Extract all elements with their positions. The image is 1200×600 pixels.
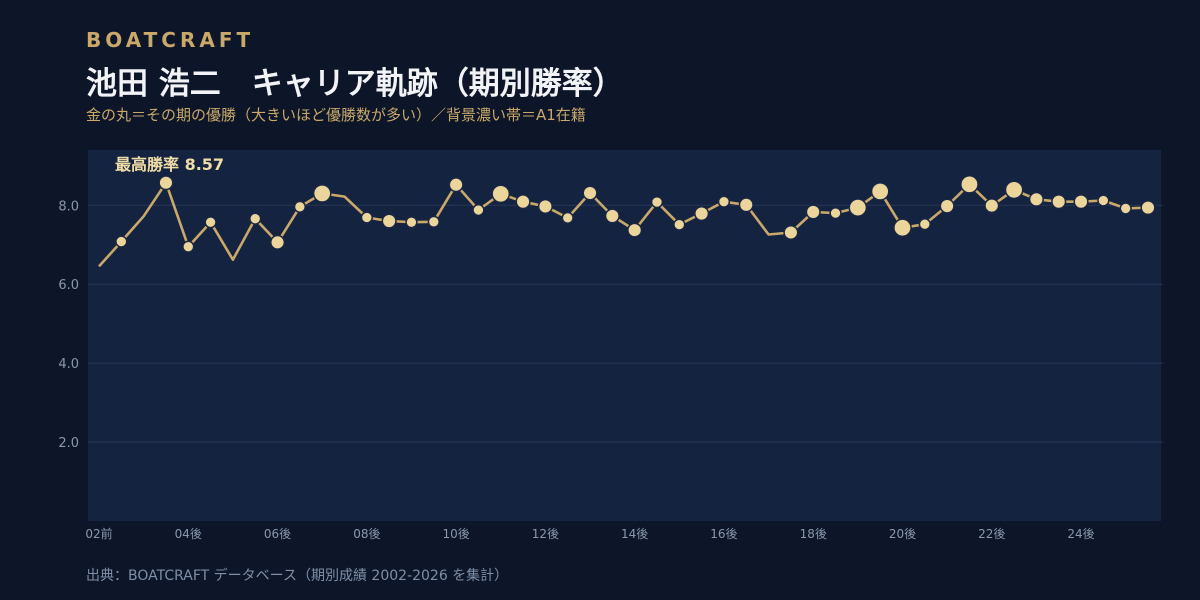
victory-marker (582, 185, 598, 201)
victory-marker (604, 208, 620, 224)
victory-marker (717, 195, 731, 208)
plot-area-band (88, 150, 1161, 521)
peak-annotation: 最高勝率 8.57 (115, 155, 224, 174)
victory-marker (960, 174, 979, 194)
y-tick-label: 4.0 (58, 357, 79, 372)
brand-label: BOATCRAFT (86, 28, 255, 52)
victory-marker (537, 198, 553, 214)
victory-marker (515, 194, 531, 210)
victory-marker (673, 218, 686, 231)
victory-marker (472, 203, 485, 217)
x-tick-label: 20後 (889, 527, 916, 541)
victory-marker (848, 198, 868, 217)
victory-marker (312, 184, 332, 203)
victory-marker (694, 205, 710, 222)
x-tick-label: 12後 (532, 527, 559, 541)
x-tick-label: 14後 (621, 527, 648, 541)
y-tick-label: 2.0 (58, 436, 79, 451)
victory-marker (360, 211, 373, 224)
victory-marker (1004, 180, 1024, 200)
victory-marker (249, 212, 262, 225)
victory-marker (1140, 200, 1156, 216)
victory-marker (939, 198, 955, 214)
win-markers (115, 174, 1156, 253)
victory-marker (427, 215, 440, 228)
victory-marker (984, 198, 1000, 214)
chart-title: 池田 浩二 キャリア軌跡（期別勝率） (86, 66, 624, 102)
victory-marker (158, 175, 174, 191)
victory-marker (918, 218, 931, 231)
victory-marker (293, 200, 307, 213)
y-tick-label: 6.0 (58, 278, 79, 293)
y-axis-ticks: 2.0 4.0 6.0 8.0 (58, 199, 79, 451)
x-tick-label: 24後 (1067, 527, 1094, 541)
victory-marker (805, 204, 821, 220)
x-tick-label: 18後 (800, 527, 827, 541)
source-note: 出典：BOATCRAFT データベース（期別成績 2002-2026 を集計） (86, 568, 509, 584)
x-axis-ticks: 02前 04後 06後 08後 10後 12後 14後 16後 18後 20後 22後 24後 (85, 526, 1094, 541)
victory-marker (738, 197, 754, 213)
victory-marker (893, 218, 912, 238)
victory-marker (1119, 202, 1132, 215)
victory-marker (783, 224, 799, 241)
victory-marker (1028, 191, 1044, 207)
grid-lines (88, 204, 1163, 443)
victory-marker (829, 206, 842, 220)
chart-subtitle: 金の丸＝その期の優勝（大きいほど優勝数が多い）／背景濃い帯＝A1在籍 (86, 106, 586, 124)
x-tick-label: 22後 (978, 527, 1005, 541)
victory-marker (270, 234, 286, 250)
x-tick-label: 08後 (353, 527, 380, 541)
victory-marker (491, 184, 511, 204)
x-tick-label: 10後 (442, 527, 469, 541)
x-tick-label: 02前 (85, 526, 112, 541)
victory-marker (650, 195, 664, 209)
victory-marker (561, 211, 574, 225)
y-tick-label: 8.0 (58, 199, 79, 214)
victory-marker (1073, 194, 1089, 210)
victory-marker (1097, 194, 1110, 207)
victory-marker (627, 222, 643, 238)
victory-marker (115, 235, 128, 248)
victory-marker (204, 216, 217, 229)
victory-marker (405, 216, 418, 229)
x-tick-label: 06後 (264, 527, 291, 541)
victory-marker (870, 182, 890, 201)
victory-marker (182, 240, 195, 253)
x-tick-label: 04後 (175, 527, 202, 541)
victory-marker (448, 177, 464, 193)
victory-marker (381, 213, 397, 229)
x-tick-label: 16後 (710, 527, 737, 541)
victory-marker (1051, 194, 1067, 210)
